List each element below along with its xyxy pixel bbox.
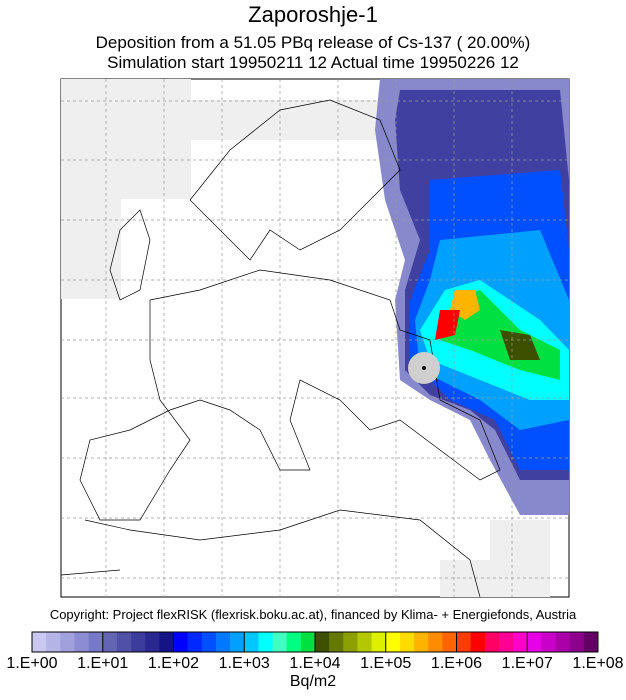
colorbar-cell [583,632,599,652]
colorbar-cell [102,632,118,652]
subtitle: Deposition from a 51.05 PBq release of C… [96,33,531,52]
colorbar-cell [215,632,231,652]
colorbar-cell [187,632,203,652]
colorbar-cell [145,632,160,652]
colorbar-cell [569,632,585,652]
colorbar-cell [456,632,471,652]
colorbar-cell [470,632,486,652]
colorbar-cell [343,632,358,652]
subtitle: Simulation start 19950211 12 Actual time… [107,53,519,72]
colorbar-cell [385,632,401,652]
colorbar-cell [74,632,89,652]
colorbar-cell [315,632,330,652]
colorbar-cell [442,632,457,652]
colorbar-cell [60,632,75,652]
source-dot [422,366,426,370]
colorbar-label: 1.E+06 [431,655,482,672]
colorbar-cell [371,632,387,652]
graticule [61,79,569,597]
colorbar-cell [131,632,146,652]
colorbar-cell [357,632,372,652]
map [60,78,570,598]
colorbar-label: 1.E+07 [502,655,553,672]
colorbar-cell [46,632,61,652]
colorbar-label: 1.E+05 [360,655,411,672]
colorbar-label: 1.E+03 [219,655,270,672]
colorbar-cell [541,632,556,652]
coastlines [60,99,501,598]
colorbar-cell [116,632,132,652]
colorbar-label: 1.E+01 [77,655,128,672]
colorbar-cell [244,632,259,652]
colorbar-cell [329,632,344,652]
background-cells [61,79,550,597]
colorbar-cell [230,632,245,652]
colorbar-cell [173,632,188,652]
colorbar-cell [300,632,316,652]
colorbar-cell [286,632,302,652]
title: Zaporoshje-1 [248,2,378,27]
colorbar-cell [201,632,217,652]
colorbar-label: 1.E+08 [572,655,623,672]
colorbar-cell [555,632,570,652]
colorbar-cell [428,632,443,652]
colorbar-cell [159,632,174,652]
colorbar-cell [513,632,528,652]
colorbar: 1.E+00 1.E+01 1.E+02 1.E+03 1.E+04 1.E+05 1.E+… [6,631,624,672]
colorbar-cell [32,632,47,652]
colorbar-cell [484,632,500,652]
colorbar-cell [88,632,104,652]
colorbar-cell [498,632,514,652]
colorbar-label: 1.E+04 [289,655,340,672]
colorbar-cell [272,632,287,652]
copyright: Copyright: Project flexRISK (flexrisk.bo… [50,607,577,622]
colorbar-cell [258,632,273,652]
colorbar-label: 1.E+02 [148,655,199,672]
colorbar-cell [527,632,542,652]
colorbar-unit: Bq/m2 [290,673,336,690]
colorbar-cell [399,632,415,652]
colorbar-label: 1.E+00 [6,655,57,672]
colorbar-cell [414,632,429,652]
